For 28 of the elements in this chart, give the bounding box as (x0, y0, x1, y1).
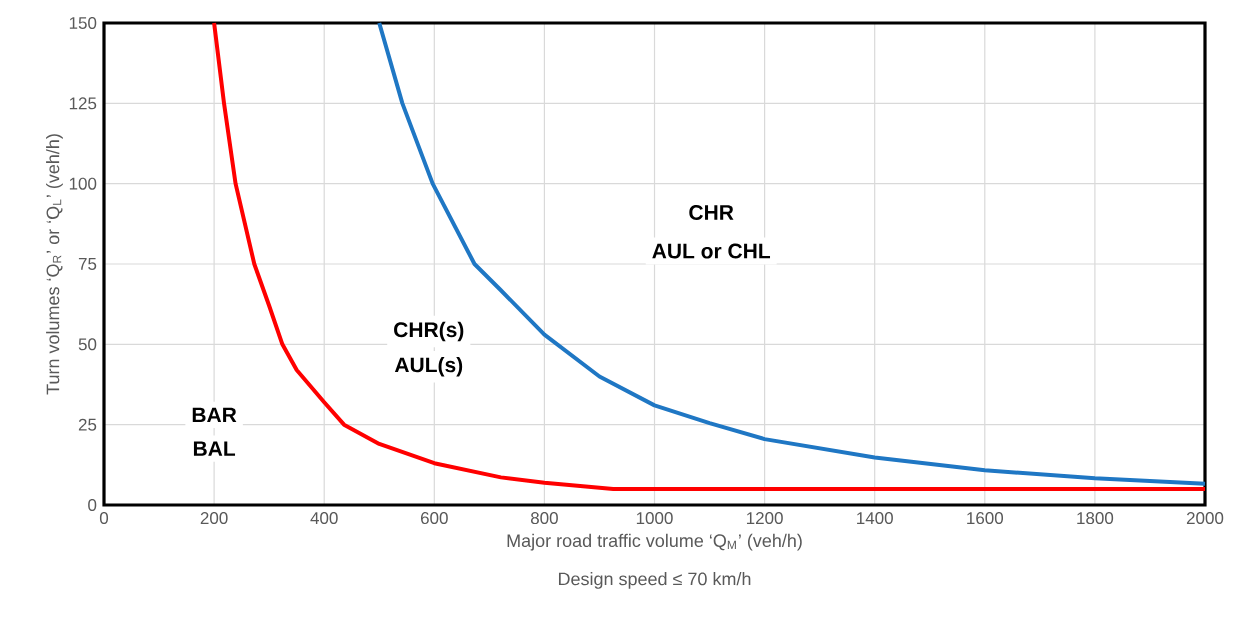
x-tick-label: 2000 (1186, 512, 1224, 525)
line-series (377, 21, 1207, 486)
x-tick-label: 1000 (636, 512, 673, 525)
text: Design speed ≤ 70 km/h (558, 572, 751, 589)
y-tick-label: 100 (69, 177, 97, 190)
x-tick-label: 1400 (857, 512, 893, 525)
y-tick-label: 125 (69, 97, 97, 110)
x-tick-label: 200 (200, 512, 228, 525)
annotation: BAL (193, 441, 236, 456)
annotation: CHR (689, 205, 734, 220)
y-tick-label: 50 (78, 338, 97, 351)
y-axis-title: Turn volumes ‘Q$_{R}$’ or ‘Q$_{L}$’ (veh/h) (46, 134, 63, 395)
x-tick-label: 800 (530, 512, 558, 525)
annotation: AUL(s) (394, 356, 463, 377)
y-tick-label: 25 (78, 418, 97, 431)
x-tick-label: 600 (421, 512, 448, 525)
annotation: CHR(s) (394, 321, 464, 342)
y-tick-label: 75 (78, 258, 97, 270)
annotation: AUL or CHL (652, 243, 771, 259)
x-tick-label: 1800 (1077, 512, 1114, 525)
x-tick-label: 1600 (967, 512, 1004, 525)
x-axis-title: Major road traffic volume ‘Q$_{M}$’ (veh/h) (507, 533, 802, 551)
x-tick-label: 0 (99, 512, 109, 525)
x-tick-label: 400 (310, 512, 338, 525)
annotation: BAR (192, 407, 237, 423)
y-tick-label: 150 (69, 17, 97, 30)
y-tick-label: 0 (88, 499, 97, 512)
x-tick-label: 1200 (746, 512, 783, 525)
